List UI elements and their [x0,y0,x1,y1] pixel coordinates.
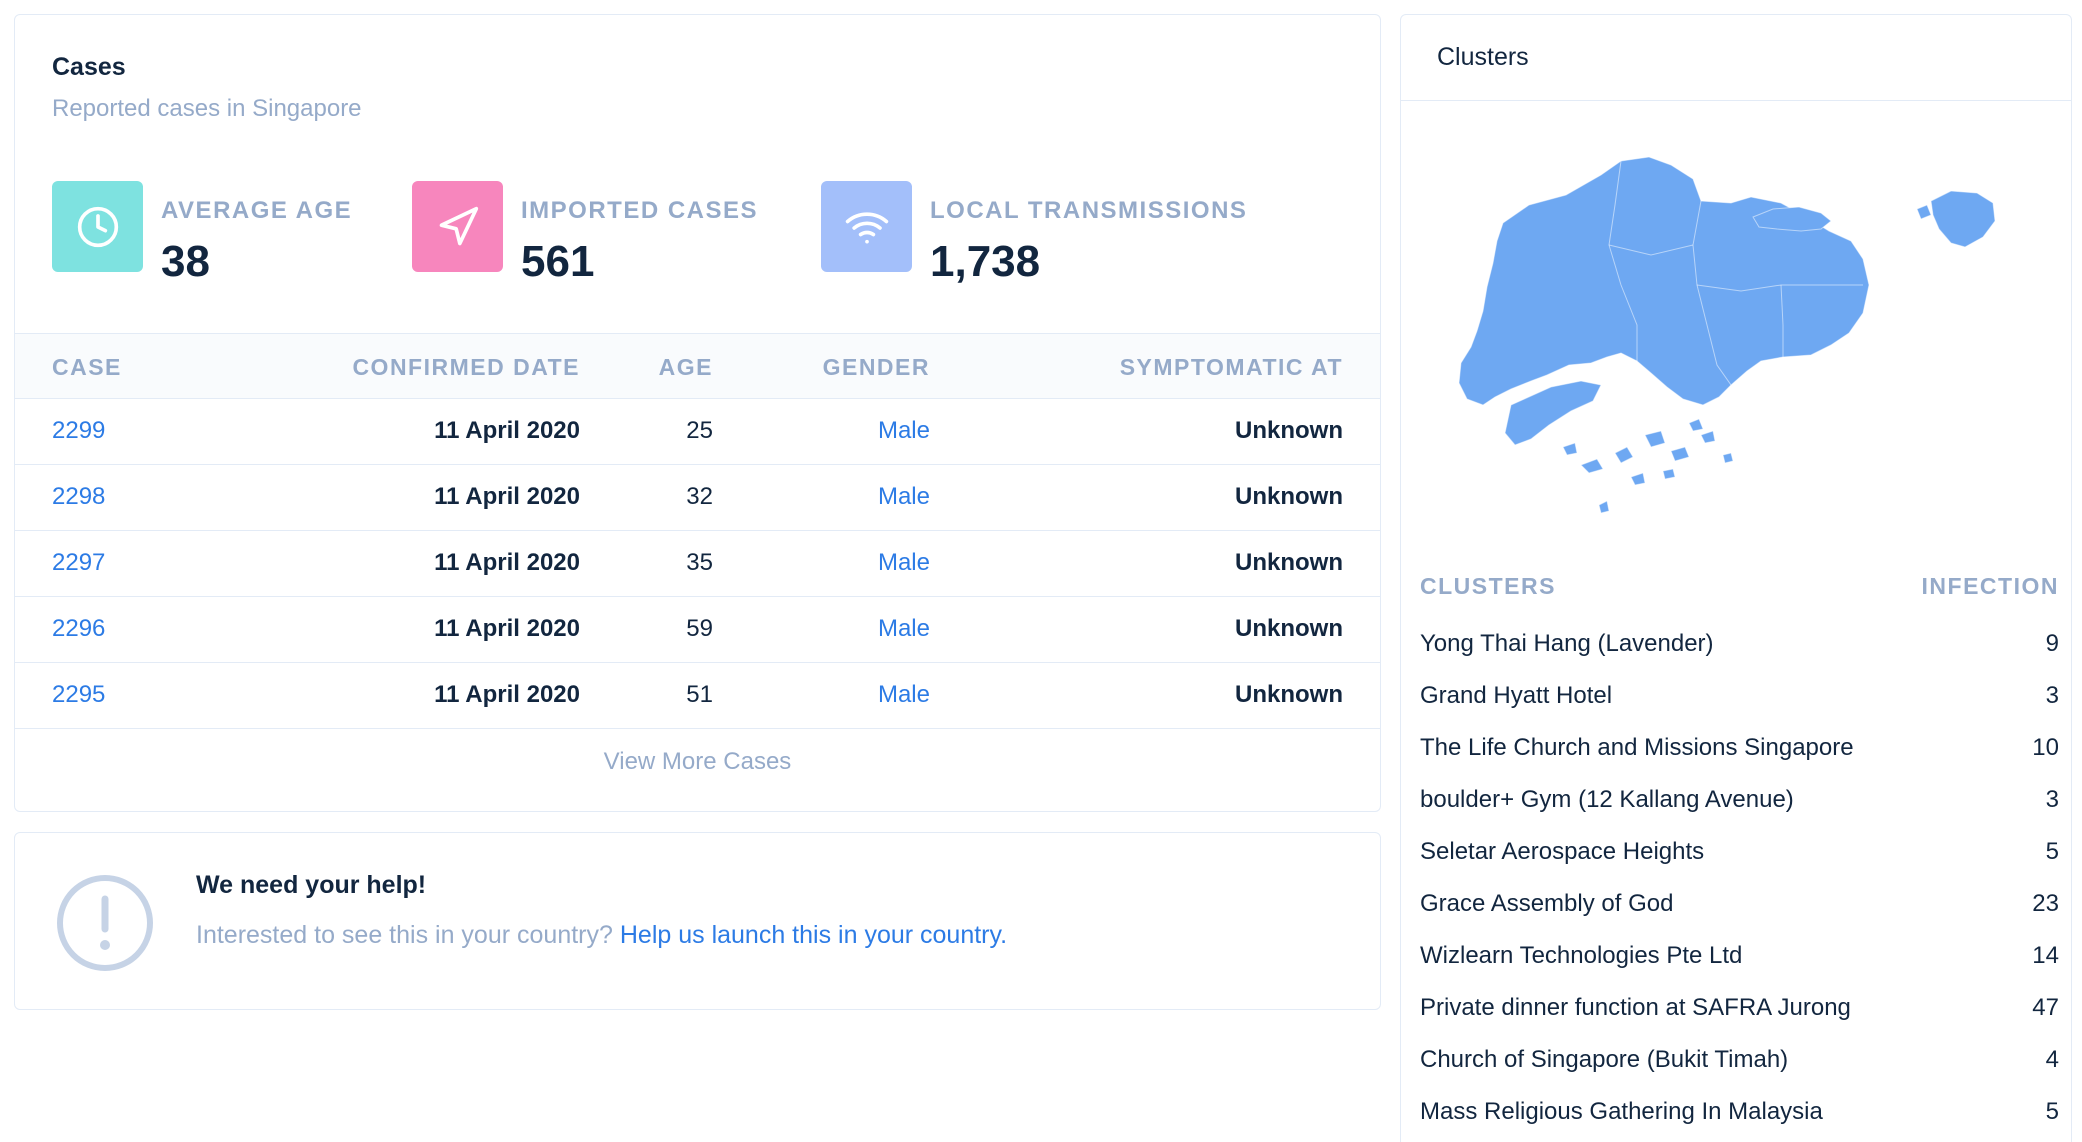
age: 59 [686,615,713,642]
age: 25 [686,417,713,444]
cluster-name: boulder+ Gym (12 Kallang Avenue) [1420,786,1794,813]
confirmed-date: 11 April 2020 [434,615,580,642]
stat-value: 1,738 [930,237,1041,286]
cluster-name: Wizlearn Technologies Pte Ltd [1420,942,1743,969]
stat-label: IMPORTED CASES [521,197,759,224]
case-link[interactable]: 2295 [52,681,106,708]
cluster-count: 5 [2045,838,2059,865]
column-header-symptomatic-at[interactable]: SYMPTOMATIC AT [1119,354,1343,380]
confirmed-date: 11 April 2020 [434,549,580,576]
cluster-count: 9 [2045,630,2059,657]
send-icon [412,181,503,272]
stat-label: LOCAL TRANSMISSIONS [930,197,1248,224]
confirmed-date: 11 April 2020 [434,681,580,708]
clusters-card: Clusters [1400,14,2072,1142]
case-link[interactable]: 2298 [52,483,106,510]
list-item[interactable]: Yong Thai Hang (Lavender) 9 [1420,630,2059,670]
table-row: 2297 11 April 2020 35 Male Unknown [15,531,1380,597]
cluster-name: Seletar Aerospace Heights [1420,838,1705,865]
column-header-clusters: CLUSTERS [1420,573,1556,599]
column-header-case[interactable]: CASE [52,354,122,380]
case-link[interactable]: 2299 [52,417,106,444]
list-item[interactable]: Grand Hyatt Hotel 3 [1420,682,2059,722]
cluster-name: Mass Religious Gathering In Malaysia [1420,1098,1823,1125]
case-link[interactable]: 2297 [52,549,106,576]
symptomatic-at: Unknown [1235,615,1343,642]
help-description: Interested to see this in your country? [196,921,613,949]
cluster-name: Private dinner function at SAFRA Jurong [1420,994,1851,1021]
help-card: We need your help! Interested to see thi… [14,832,1381,1010]
cluster-count: 14 [2032,942,2059,969]
symptomatic-at: Unknown [1235,417,1343,444]
help-launch-link[interactable]: Help us launch this in your country. [619,921,1008,949]
cluster-count: 10 [2032,734,2059,761]
symptomatic-at: Unknown [1235,483,1343,510]
gender-link[interactable]: Male [877,549,930,576]
cluster-name: Grace Assembly of God [1420,890,1674,917]
column-header-infection: INFECTION [1921,573,2059,599]
list-item[interactable]: Grace Assembly of God 23 [1420,890,2059,930]
clusters-header: Clusters [1401,15,2071,101]
cluster-count: 4 [2045,1046,2059,1073]
gender-link[interactable]: Male [877,483,930,510]
list-item[interactable]: The Life Church and Missions Singapore 1… [1420,734,2059,774]
cluster-name: Church of Singapore (Bukit Timah) [1420,1046,1789,1073]
case-link[interactable]: 2296 [52,615,106,642]
list-item[interactable]: Wizlearn Technologies Pte Ltd 14 [1420,942,2059,982]
symptomatic-at: Unknown [1235,549,1343,576]
clock-icon [52,181,143,272]
cases-subtitle: Reported cases in Singapore [52,95,362,122]
cases-card: Cases Reported cases in Singapore AVERAG… [14,14,1381,812]
singapore-map[interactable] [1431,135,2041,535]
cluster-name: The Life Church and Missions Singapore [1420,734,1854,761]
help-title: We need your help! [196,871,427,899]
column-header-confirmed-date[interactable]: CONFIRMED DATE [352,354,580,380]
cases-title: Cases [52,53,126,81]
list-item[interactable]: Seletar Aerospace Heights 5 [1420,838,2059,878]
gender-link[interactable]: Male [877,417,930,444]
age: 51 [686,681,713,708]
clusters-title: Clusters [1437,43,1529,71]
confirmed-date: 11 April 2020 [434,483,580,510]
wifi-icon [821,181,912,272]
gender-link[interactable]: Male [877,681,930,708]
symptomatic-at: Unknown [1235,681,1343,708]
age: 32 [686,483,713,510]
cluster-name: Yong Thai Hang (Lavender) [1420,630,1714,657]
confirmed-date: 11 April 2020 [434,417,580,444]
column-header-gender[interactable]: GENDER [822,354,930,380]
list-item[interactable]: boulder+ Gym (12 Kallang Avenue) 3 [1420,786,2059,826]
cluster-count: 3 [2045,786,2059,813]
cluster-count: 23 [2032,890,2059,917]
cluster-count: 47 [2032,994,2059,1021]
exclamation-circle-icon [55,873,155,973]
age: 35 [686,549,713,576]
list-item[interactable]: Mass Religious Gathering In Malaysia 5 [1420,1098,2059,1138]
list-item[interactable]: Private dinner function at SAFRA Jurong … [1420,994,2059,1034]
list-item[interactable]: Church of Singapore (Bukit Timah) 4 [1420,1046,2059,1086]
stat-label: AVERAGE AGE [161,197,353,224]
table-row: 2296 11 April 2020 59 Male Unknown [15,597,1380,663]
cluster-name: Grand Hyatt Hotel [1420,682,1613,709]
cases-table-header: CASE CONFIRMED DATE AGE GENDER SYMPTOMAT… [15,333,1380,399]
table-row: 2299 11 April 2020 25 Male Unknown [15,399,1380,465]
cluster-count: 3 [2045,682,2059,709]
stat-value: 561 [521,237,595,286]
column-header-age[interactable]: AGE [658,354,713,380]
table-row: 2295 11 April 2020 51 Male Unknown [15,663,1380,729]
table-row: 2298 11 April 2020 32 Male Unknown [15,465,1380,531]
cluster-count: 5 [2045,1098,2059,1125]
stat-value: 38 [161,237,210,286]
view-more-cases-link[interactable]: View More Cases [603,748,792,775]
help-text: Interested to see this in your country? … [196,921,1007,950]
gender-link[interactable]: Male [877,615,930,642]
